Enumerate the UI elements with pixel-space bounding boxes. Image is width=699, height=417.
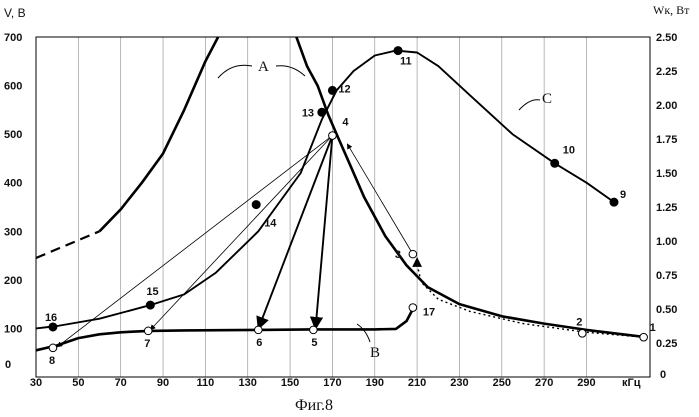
series-line-a-0: [100, 37, 219, 231]
curve-label-a-leader-right: [276, 66, 305, 76]
curve-label-a-leader-left: [218, 65, 252, 78]
point-marker-13: [318, 108, 326, 116]
x-tick-label-50: 50: [72, 377, 84, 389]
point-label-16: 16: [45, 312, 57, 324]
curve-label-c-leader: [519, 100, 540, 110]
right-axis-title: Wк, Вт: [653, 3, 690, 17]
x-tick-label-270: 270: [535, 377, 553, 389]
curve-label-b: B: [370, 345, 380, 361]
x-tick-label-290: 290: [577, 377, 595, 389]
point-marker-7: [144, 327, 152, 335]
curve-label-c: C: [542, 91, 552, 107]
figure-caption: Фиг.8: [295, 397, 333, 414]
point-marker-8: [49, 344, 57, 352]
point-marker-11: [394, 47, 402, 55]
point-marker-12: [328, 86, 336, 94]
y-left-tick-label-500: 500: [4, 129, 22, 141]
point-label-11: 11: [400, 56, 412, 68]
x-tick-label-130: 130: [239, 377, 257, 389]
y-right-tick-label-0.50: 0.50: [656, 304, 677, 316]
x-tick-label-110: 110: [197, 377, 215, 389]
point-label-9: 9: [620, 189, 626, 201]
x-tick-label-30: 30: [30, 377, 42, 389]
point-label-8: 8: [49, 355, 55, 367]
x-tick-label-150: 150: [281, 377, 299, 389]
curve-label-a: A: [258, 59, 269, 75]
point-marker-9: [610, 198, 618, 206]
data-points: 1234567891011121314151617: [45, 47, 656, 367]
y-left-tick-label-600: 600: [4, 81, 22, 93]
point-label-13: 13: [302, 107, 314, 119]
point-label-4: 4: [342, 117, 349, 129]
arrow-line-4: [347, 144, 413, 254]
series-dashed-extension-a: [36, 231, 100, 258]
series-line-b-2: [36, 309, 413, 350]
point-label-15: 15: [146, 286, 158, 298]
x-tick-label-70: 70: [115, 377, 127, 389]
dotted-path-1-to-3: [417, 258, 643, 337]
point-label-2: 2: [576, 316, 582, 328]
y-left-tick-label-300: 300: [4, 226, 22, 238]
point-marker-1: [640, 333, 648, 341]
series-line-c-3: [36, 51, 614, 329]
y-right-tick-label-2.00: 2.00: [656, 100, 677, 112]
point-label-14: 14: [264, 218, 277, 230]
point-marker-6: [255, 326, 263, 334]
left-axis-zero: 0: [5, 359, 11, 371]
y-left-tick-label-200: 200: [4, 275, 22, 287]
y-left-tick-label-700: 700: [4, 32, 22, 44]
x-tick-label-210: 210: [408, 377, 426, 389]
y-right-tick-label-1.25: 1.25: [656, 202, 677, 214]
y-right-tick-label-1.50: 1.50: [656, 168, 677, 180]
y-left-tick-label-400: 400: [4, 178, 22, 190]
y-right-tick-label-1.00: 1.00: [656, 236, 677, 248]
point-label-6: 6: [256, 337, 262, 349]
y-right-tick-label-0.75: 0.75: [656, 270, 677, 282]
curve-label-b-leader: [357, 324, 370, 342]
point-marker-16: [49, 323, 57, 331]
point-marker-10: [551, 159, 559, 167]
right-axis-zero: 0: [660, 369, 666, 381]
arrow-line-2: [150, 136, 332, 330]
left-axis-title: V, В: [4, 6, 26, 20]
point-marker-17: [409, 304, 417, 312]
point-marker-14: [252, 201, 260, 209]
point-marker-5: [310, 326, 318, 334]
x-tick-label-230: 230: [450, 377, 468, 389]
x-tick-label-90: 90: [157, 377, 169, 389]
x-unit-label: кГц: [622, 377, 641, 389]
y-right-tick-label-2.50: 2.50: [656, 32, 677, 44]
x-tick-label-190: 190: [366, 377, 384, 389]
point-label-5: 5: [311, 337, 317, 349]
y-right-tick-label-0.25: 0.25: [656, 338, 677, 350]
point-label-3: 3: [395, 249, 401, 261]
y-right-tick-label-1.75: 1.75: [656, 134, 677, 146]
y-right-tick-label-2.25: 2.25: [656, 66, 677, 78]
y-left-tick-label-100: 100: [4, 323, 22, 335]
point-label-17: 17: [423, 307, 435, 319]
point-label-12: 12: [338, 83, 350, 95]
point-marker-2: [578, 329, 586, 337]
point-label-1: 1: [650, 322, 656, 334]
x-tick-label-170: 170: [323, 377, 341, 389]
arrow-line-1: [315, 136, 332, 329]
arrow-line-0: [258, 136, 332, 329]
x-tick-label-250: 250: [493, 377, 511, 389]
point-marker-4: [329, 132, 337, 140]
point-label-10: 10: [563, 144, 575, 156]
point-marker-3: [409, 250, 417, 258]
point-marker-15: [146, 301, 154, 309]
point-label-7: 7: [144, 338, 150, 350]
